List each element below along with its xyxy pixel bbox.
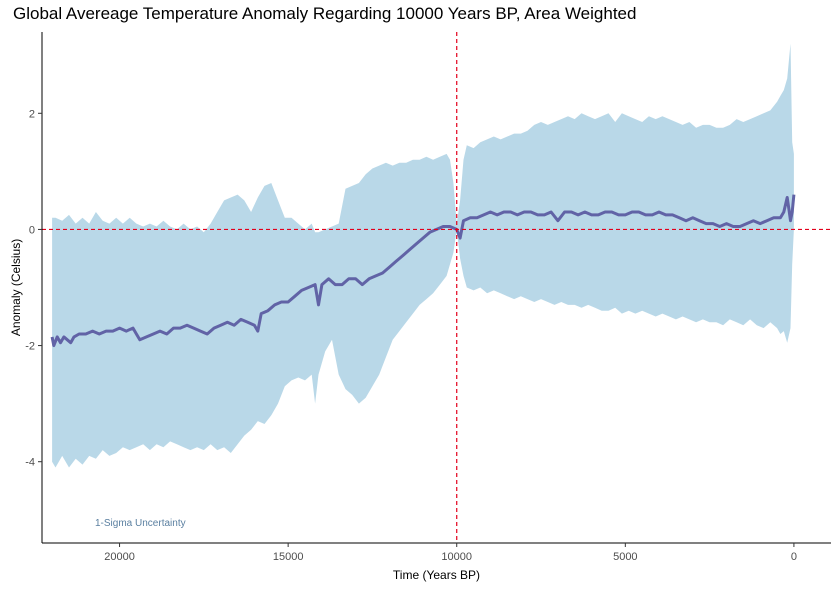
x-tick-label: 20000 <box>104 551 135 563</box>
x-axis-title: Time (Years BP) <box>393 568 480 582</box>
x-axis-ticks: 20000 15000 10000 5000 0 <box>104 543 797 563</box>
x-tick-label: 15000 <box>273 551 304 563</box>
x-tick-label: 5000 <box>613 551 637 563</box>
y-axis-title: Anomaly (Celsius) <box>9 239 23 336</box>
x-tick-label: 10000 <box>441 551 472 563</box>
chart-title: Global Avereage Temperature Anomaly Rega… <box>13 4 637 23</box>
mean-anomaly-line <box>50 194 796 348</box>
y-axis-ticks: 2 0 -2 -4 <box>25 108 42 469</box>
y-tick-label: -4 <box>25 457 35 469</box>
y-tick-label: -2 <box>25 341 35 353</box>
uncertainty-band <box>52 43 794 468</box>
y-tick-label: 2 <box>29 108 35 120</box>
x-tick-label: 0 <box>791 551 797 563</box>
uncertainty-annotation: 1-Sigma Uncertainty <box>95 518 186 529</box>
y-tick-label: 0 <box>29 224 35 236</box>
